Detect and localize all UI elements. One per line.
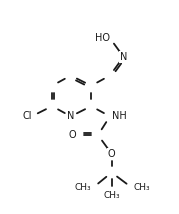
Text: CH₃: CH₃ [134,183,150,192]
Text: CH₃: CH₃ [103,191,120,200]
Text: N: N [120,52,127,62]
Text: O: O [108,149,115,159]
Text: NH: NH [112,111,126,121]
Text: CH₃: CH₃ [75,183,91,192]
Text: N: N [67,111,74,121]
Text: HO: HO [95,33,110,43]
Text: O: O [68,130,76,140]
Text: Cl: Cl [22,111,32,121]
